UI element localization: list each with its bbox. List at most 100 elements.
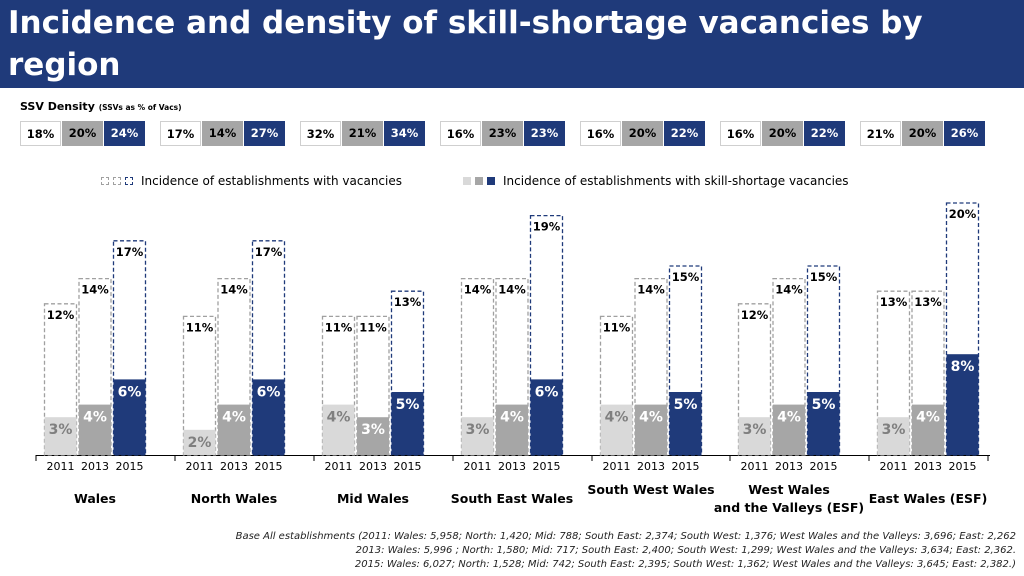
vacancy-label-wales-2013: 14% (81, 283, 109, 297)
legend-ssv-text: Incidence of establishments with skill-s… (503, 174, 849, 188)
ssv-density-subtitle: (SSVs as % of Vacs) (98, 103, 182, 112)
density-cell-east-wales-esf--2015: 26% (944, 121, 985, 146)
density-cell-south-east-wales-2015: 23% (524, 121, 565, 146)
ssv-label-east-wales-esf--2013: 4% (916, 410, 940, 426)
density-cell-north-wales-2011: 17% (160, 121, 201, 146)
year-label-east-wales-esf--2013: 2013 (914, 460, 942, 473)
ssv-label-wales-2011: 3% (49, 422, 73, 438)
ssv-label-south-east-wales-2015: 6% (535, 384, 559, 400)
ssv-bar-west-wales-2015 (807, 392, 840, 455)
density-cell-south-east-wales-2013: 23% (482, 121, 523, 146)
density-cell-west-wales-2015: 22% (804, 121, 845, 146)
year-label-mid-wales-2015: 2015 (394, 460, 422, 473)
ssv-label-west-wales-2011: 3% (743, 422, 767, 438)
ssv-label-mid-wales-2013: 3% (361, 422, 385, 438)
region-name-mid-wales: Mid Wales (337, 491, 409, 506)
ssv-density-title: SSV Density (20, 100, 95, 113)
vacancy-label-mid-wales-2013: 11% (359, 320, 387, 334)
vacancy-bar-wales-2011 (43, 303, 78, 456)
vacancy-label-north-wales-2015: 17% (255, 245, 283, 259)
ssv-label-north-wales-2015: 6% (257, 384, 281, 400)
vacancy-label-wales-2015: 17% (116, 245, 144, 259)
legend-swatch-2013-dashed (113, 177, 121, 185)
ssv-label-wales-2015: 6% (118, 384, 142, 400)
density-cell-mid-wales-2013: 21% (342, 121, 383, 146)
year-label-mid-wales-2011: 2011 (325, 460, 353, 473)
ssv-bar-north-wales-2011 (183, 429, 216, 455)
ssv-label-south-west-wales-2015: 5% (674, 397, 698, 413)
vacancy-label-west-wales-2013: 14% (775, 283, 803, 297)
vacancy-bar-north-wales-2011 (182, 315, 217, 456)
density-cell-north-wales-2015: 27% (244, 121, 285, 146)
ssv-label-west-wales-2013: 4% (777, 410, 801, 426)
region-name-west-wales-line2: and the Valleys (ESF) (714, 500, 864, 515)
ssv-bar-mid-wales-2013 (357, 417, 389, 455)
ssv-bar-north-wales-2013 (218, 404, 250, 455)
year-label-south-east-wales-2013: 2013 (498, 460, 526, 473)
vacancy-label-south-west-wales-2013: 14% (637, 283, 665, 297)
vacancy-label-east-wales-esf--2013: 13% (914, 295, 942, 309)
ssv-bar-east-wales-esf--2011 (877, 417, 910, 455)
ssv-bar-south-west-wales-2015 (669, 392, 702, 455)
density-cell-south-west-wales-2013: 20% (622, 121, 663, 146)
density-cell-mid-wales-2015: 34% (384, 121, 425, 146)
ssv-label-mid-wales-2011: 4% (327, 410, 351, 426)
vacancy-label-north-wales-2013: 14% (220, 283, 248, 297)
year-label-west-wales-2015: 2015 (810, 460, 838, 473)
vacancy-bar-west-wales-2011 (737, 303, 772, 456)
legend-ssv: Incidence of establishments with skill-s… (463, 174, 849, 188)
page-title: Incidence and density of skill-shortage … (8, 5, 923, 83)
region-name-north-wales: North Wales (191, 491, 277, 506)
year-label-north-wales-2015: 2015 (255, 460, 283, 473)
vacancy-label-south-east-wales-2011: 14% (464, 283, 492, 297)
region-name-east-wales-esf-: East Wales (ESF) (869, 491, 988, 506)
legend-vacancies: Incidence of establishments with vacanci… (101, 174, 402, 188)
year-label-south-east-wales-2015: 2015 (533, 460, 561, 473)
ssv-bar-wales-2011 (44, 417, 77, 455)
year-label-wales-2011: 2011 (47, 460, 75, 473)
legend-swatch-2013 (475, 177, 483, 185)
year-label-wales-2013: 2013 (81, 460, 109, 473)
footnote-line-2011: Base All establishments (2011: Wales: 5,… (235, 531, 1016, 542)
footnote-line-2015: 2015: Wales: 6,027; North: 1,528; Mid: 7… (354, 559, 1016, 570)
ssv-bar-south-east-wales-2011 (461, 417, 494, 455)
ssv-label-south-west-wales-2013: 4% (639, 410, 663, 426)
vacancy-label-east-wales-esf--2015: 20% (949, 207, 977, 221)
vacancy-label-mid-wales-2011: 11% (325, 320, 353, 334)
region-name-south-east-wales: South East Wales (451, 491, 573, 506)
ssv-bar-south-east-wales-2013 (496, 404, 528, 455)
legend-swatch-2011-dashed (101, 177, 109, 185)
vacancy-label-north-wales-2011: 11% (186, 320, 214, 334)
legend-swatch-2011 (463, 177, 471, 185)
ssv-bar-north-wales-2015 (252, 379, 285, 455)
density-cell-south-west-wales-2011: 16% (580, 121, 621, 146)
density-cell-south-east-wales-2011: 16% (440, 121, 481, 146)
density-cell-south-west-wales-2015: 22% (664, 121, 705, 146)
ssv-bar-wales-2013 (79, 404, 111, 455)
year-label-south-east-wales-2011: 2011 (464, 460, 492, 473)
ssv-label-wales-2013: 4% (83, 410, 107, 426)
ssv-bar-east-wales-esf--2015 (946, 354, 979, 455)
legend-vacancies-text: Incidence of establishments with vacanci… (141, 174, 402, 188)
ssv-bar-south-west-wales-2013 (635, 404, 667, 455)
vacancy-label-east-wales-esf--2011: 13% (880, 295, 908, 309)
vacancy-label-wales-2011: 12% (47, 308, 75, 322)
vacancy-label-south-west-wales-2015: 15% (672, 270, 700, 284)
ssv-label-south-east-wales-2013: 4% (500, 410, 524, 426)
footnote: Base All establishments (2011: Wales: 5,… (236, 530, 1016, 572)
region-name-south-west-wales: South West Wales (587, 482, 714, 497)
vacancy-label-west-wales-2015: 15% (810, 270, 838, 284)
year-label-wales-2015: 2015 (116, 460, 144, 473)
ssv-bar-west-wales-2013 (773, 404, 805, 455)
density-cell-wales-2011: 18% (20, 121, 61, 146)
year-label-south-west-wales-2015: 2015 (672, 460, 700, 473)
density-cell-wales-2015: 24% (104, 121, 145, 146)
year-label-east-wales-esf--2011: 2011 (880, 460, 908, 473)
vacancy-bar-mid-wales-2013 (356, 315, 390, 456)
footnote-line-2013: 2013: Wales: 5,996 ; North: 1,580; Mid: … (355, 545, 1016, 556)
vacancy-bar-mid-wales-2011 (321, 315, 356, 456)
density-cell-west-wales-2011: 16% (720, 121, 761, 146)
ssv-label-mid-wales-2015: 5% (396, 397, 420, 413)
title-banner: Incidence and density of skill-shortage … (0, 0, 1024, 88)
ssv-label-south-east-wales-2011: 3% (466, 422, 490, 438)
